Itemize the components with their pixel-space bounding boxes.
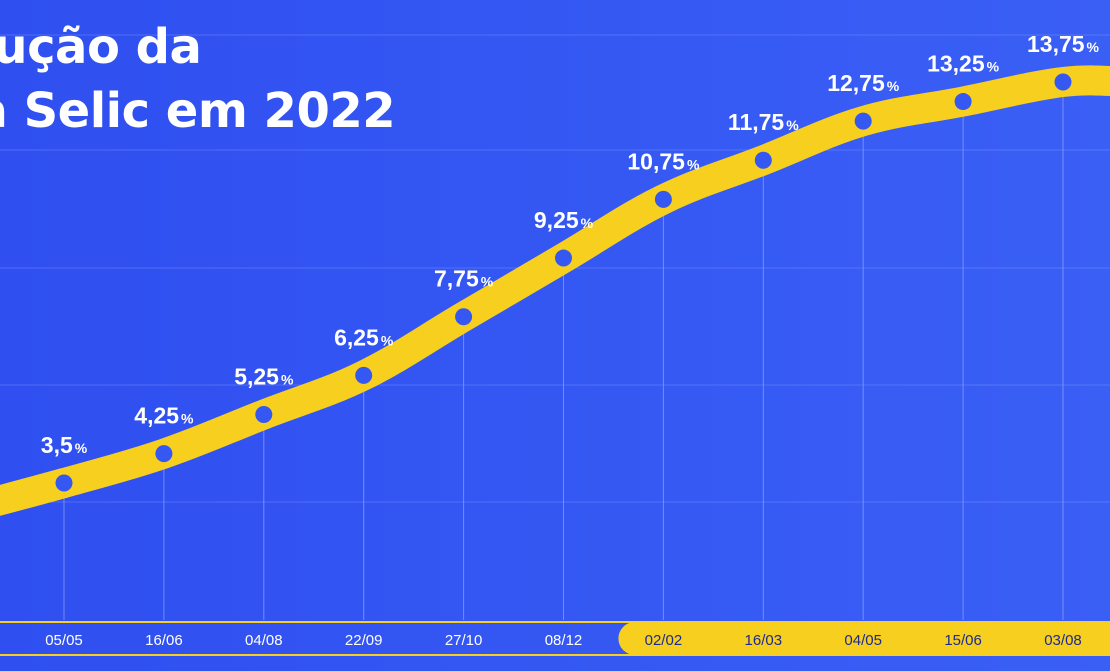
title-area: olução da xa Selic em 2022 — [0, 0, 1110, 150]
x-axis-band — [0, 621, 1110, 656]
data-points — [55, 73, 1072, 492]
data-label: 13,25% — [927, 51, 1000, 77]
x-axis-ticks: 05/05 16/06 04/08 22/09 27/10 08/12 02/02 16/03… — [45, 632, 1082, 649]
x-tick-label: 22/09 — [345, 632, 383, 649]
x-tick-label: 03/08 — [1044, 632, 1082, 649]
chart-title-line-1: olução da — [0, 19, 202, 75]
data-label: 4,25% — [134, 403, 194, 429]
x-tick-label: 27/10 — [445, 632, 483, 649]
data-point — [555, 249, 572, 267]
x-tick-label: 04/08 — [245, 632, 283, 649]
data-point — [355, 366, 373, 384]
data-label: 13,75% — [1027, 31, 1100, 57]
data-point — [854, 112, 872, 130]
x-tick-label: 16/06 — [145, 632, 183, 649]
data-point — [155, 445, 173, 463]
x-tick-label: 05/05 — [45, 632, 83, 649]
data-label: 7,75% — [434, 266, 494, 292]
data-point — [1054, 73, 1072, 91]
axis-highlight-pill — [618, 622, 1110, 655]
data-label: 5,25% — [234, 364, 294, 390]
data-label: 12,75% — [827, 70, 900, 96]
gridlines — [0, 34, 1110, 620]
data-label: 6,25% — [334, 324, 394, 350]
data-point — [255, 406, 273, 424]
data-point — [954, 93, 972, 111]
data-labels: 3,5 % 4,25 % 5,25 % 6,25 % 7,75 % 9,25 % 10,75 % 11,75… — [41, 31, 1100, 458]
data-point — [754, 151, 772, 169]
x-tick-label: 08/12 — [545, 632, 583, 649]
data-label: 11,75% — [728, 109, 799, 135]
x-tick-label: 04/05 — [844, 632, 882, 649]
x-tick-label: 15/06 — [944, 632, 982, 649]
data-point — [654, 190, 672, 208]
data-label: 3,5% — [41, 432, 88, 458]
data-point — [55, 474, 73, 492]
data-label: 10,75% — [627, 148, 700, 174]
data-label: 9,25% — [534, 207, 594, 233]
data-point — [455, 308, 473, 326]
chart-title-line-2: xa Selic em 2022 — [0, 83, 396, 139]
x-tick-label: 16/03 — [745, 632, 783, 649]
x-tick-label: 02/02 — [645, 632, 683, 649]
